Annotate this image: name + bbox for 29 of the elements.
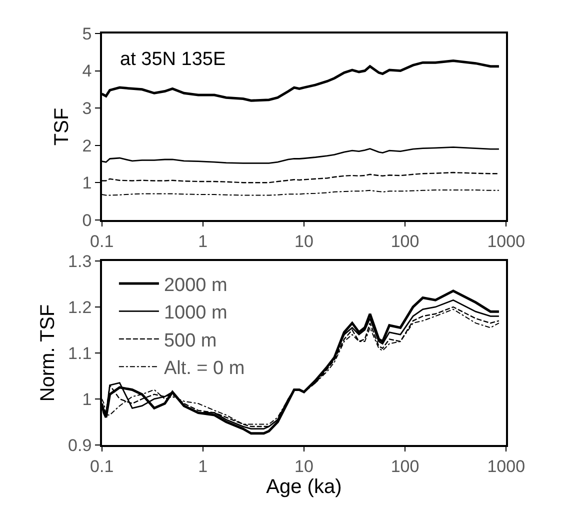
y-axis-title: TSF bbox=[51, 108, 74, 146]
y-tick-label: 1.3 bbox=[68, 252, 92, 271]
annotation: at 35N 135E bbox=[120, 49, 226, 70]
y-axis-title: Norm. TSF bbox=[37, 304, 60, 402]
y-tick-label: 0 bbox=[82, 210, 92, 230]
legend-label: 1000 m bbox=[164, 302, 228, 324]
y-tick-label: 5 bbox=[82, 24, 92, 44]
y-tick-label: 1 bbox=[82, 174, 92, 193]
x-tick-label: 10 bbox=[294, 232, 314, 252]
legend-label: Alt. = 0 m bbox=[164, 358, 245, 380]
x-tick-label: 0.1 bbox=[90, 232, 114, 252]
x-tick-label: 1000 bbox=[487, 457, 526, 476]
x-tick-label: 1000 bbox=[487, 232, 526, 252]
legend-label: 2000 m bbox=[164, 274, 228, 296]
x-axis-title: Age (ka) bbox=[266, 476, 342, 498]
x-tick-label: 0.1 bbox=[90, 457, 114, 476]
y-tick-label: 3 bbox=[82, 99, 92, 118]
y-tick-label: 2 bbox=[82, 136, 92, 156]
y-tick-label: 0.9 bbox=[68, 436, 92, 455]
y-tick-label: 1.1 bbox=[68, 344, 92, 363]
x-tick-label: 100 bbox=[390, 457, 420, 476]
x-tick-label: 1 bbox=[198, 232, 208, 252]
y-tick-label: 1.2 bbox=[68, 298, 92, 317]
y-tick-label: 1 bbox=[82, 390, 92, 409]
x-tick-label: 10 bbox=[294, 457, 314, 476]
y-tick-label: 4 bbox=[82, 62, 92, 81]
legend-label: 500 m bbox=[164, 330, 217, 352]
x-tick-label: 1 bbox=[198, 457, 208, 476]
x-tick-label: 100 bbox=[390, 232, 420, 252]
